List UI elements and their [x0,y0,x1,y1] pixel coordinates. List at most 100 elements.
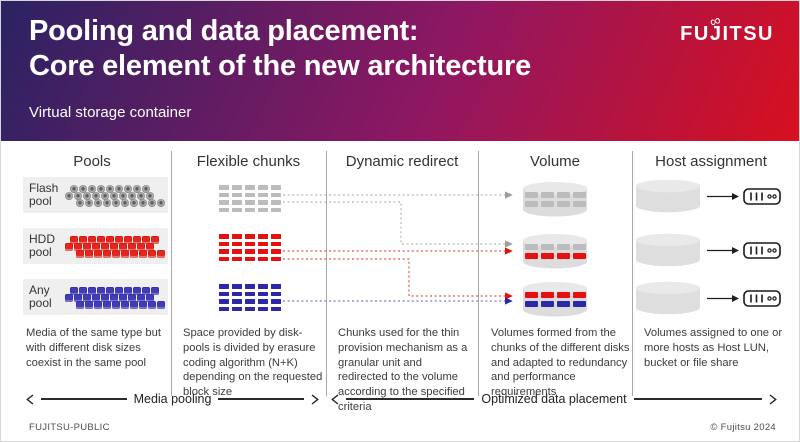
flash-disk-icon [94,198,102,207]
any-disk-icon [130,300,138,309]
hdd-disk-icon [101,242,109,251]
hdd-chunk [219,234,229,239]
hdd-volume-chunk [572,292,586,298]
disk-icon-row [65,293,165,302]
flash-disk-icon [101,191,109,200]
hdd-disk-icon [157,249,165,258]
disk-icon-row [70,235,165,244]
flash-chunk [258,207,268,212]
hdd-disk-icon [76,249,84,258]
hdd-volume-chunk [540,252,554,259]
hdd-disk-icon [139,249,147,258]
flash-chunk [271,207,281,212]
any-disk-icon [119,293,127,302]
flash-volume-chunk [524,244,538,250]
disk-icon-row [76,198,165,207]
volume-cylinder-icon [523,282,587,317]
hdd-chunk [219,249,229,254]
any-disk-icon [112,300,120,309]
optimized-data-placement-label: Optimized data placement [481,392,627,406]
host-server-icon [743,289,781,307]
page-title: Pooling and data placement: Core element… [29,14,531,84]
description-flexible-chunks: Space provided by disk-pools is divided … [183,327,323,399]
column-header-pools: Pools [73,153,111,170]
flash-disk-icon [70,184,78,193]
flash-disk-icon [139,198,147,207]
column-divider [326,151,327,396]
flash-disk-icon [79,184,87,193]
any-disk-icon [94,300,102,309]
any-chunk [232,306,242,311]
hdd-disk-icon [124,235,132,244]
any-chunk-grid [219,284,281,311]
flash-chunk [232,185,242,190]
hdd-disk-icon [110,242,118,251]
arrow-left-icon [26,393,34,405]
disk-icon-row [65,242,165,251]
any-chunk [271,291,281,296]
flash-disk-icon [121,198,129,207]
hdd-chunk [258,249,268,254]
hdd-chunk [245,241,255,246]
flash-disk-icon [142,184,150,193]
hdd-disk-icon [137,242,145,251]
flash-chunk [258,192,268,197]
flash-disk-icon [83,191,91,200]
hdd-disk-icon [146,242,154,251]
hdd-pool-box: HDD pool [23,228,168,264]
flash-disk-icon [85,198,93,207]
flash-chunk [271,200,281,205]
flash-disk-icon [157,198,165,207]
flash-chunk [219,207,229,212]
any-disk-icon [115,286,123,295]
arrow-line [41,398,127,400]
any-disk-icon [121,300,129,309]
host-arrow-icon [707,246,739,254]
any-disk-icon [92,293,100,302]
hdd-disk-icon [112,249,120,258]
any-disk-icon [101,293,109,302]
arrow-left-icon [331,393,339,405]
any-disk-icon [110,293,118,302]
arrow-line [218,398,304,400]
column-header-volume: Volume [529,153,581,170]
flash-disk-icon [137,191,145,200]
flash-disk-icon [124,184,132,193]
any-chunk [258,291,268,296]
any-chunk [232,284,242,289]
host-arrow-icon [707,294,739,302]
any-volume-chunk [556,300,570,307]
flash-chunk [219,200,229,205]
hdd-disk-icon [133,235,141,244]
flash-chunk [271,185,281,190]
arrow-right-icon [311,393,319,405]
flash-chunk [258,185,268,190]
volume-2 [521,233,589,270]
any-chunk [245,291,255,296]
any-disk-icon [88,286,96,295]
volume-chunk-row [524,252,586,259]
flash-disk-icon [103,198,111,207]
host-arrow-icon [707,192,739,200]
any-chunk [245,299,255,304]
flash-volume-chunk [556,192,570,198]
flash-disk-icon [112,198,120,207]
flash-chunk [232,192,242,197]
hdd-disk-icon [97,235,105,244]
flash-disk-icon [106,184,114,193]
hdd-disk-icon [79,235,87,244]
volume-2-chunks [524,244,586,259]
host-server-icon [743,187,781,205]
arrow-right-icon [769,393,777,405]
volume-1-chunks [524,192,586,207]
flash-volume-chunk [524,200,538,207]
any-chunk [271,299,281,304]
any-chunk [258,299,268,304]
hdd-disk-icon [119,242,127,251]
hdd-pool-disks [65,235,165,258]
hdd-disk-icon [65,242,73,251]
hdd-disk-icon [128,242,136,251]
description-dynamic-redirect: Chunks used for the thin provision mecha… [338,327,468,413]
flash-chunk [258,200,268,205]
